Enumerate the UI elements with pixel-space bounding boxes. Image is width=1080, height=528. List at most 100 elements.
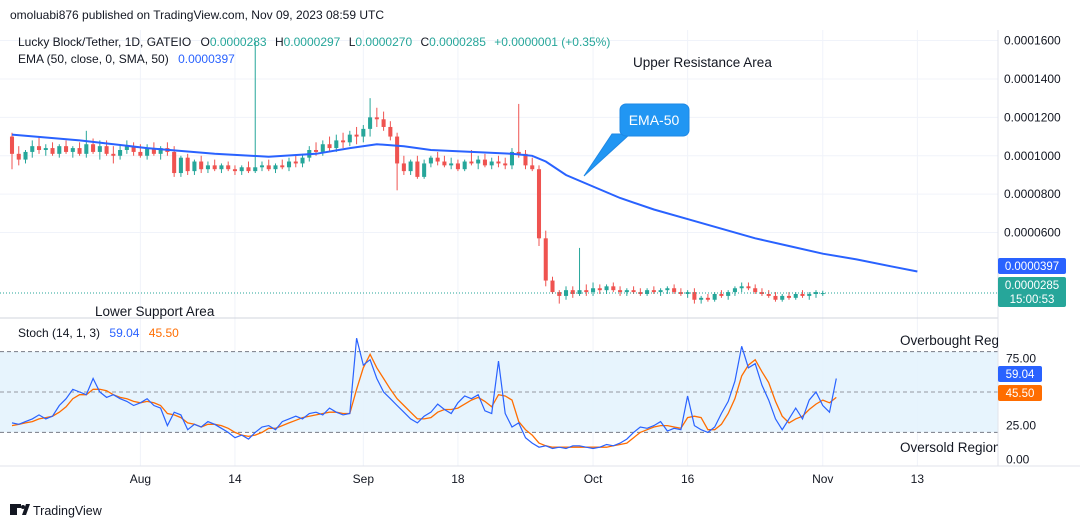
candle-body bbox=[570, 290, 575, 294]
candle-body bbox=[374, 117, 379, 120]
stoch-d-badge-text: 45.50 bbox=[1006, 388, 1035, 400]
candle-body bbox=[64, 146, 69, 152]
candle bbox=[185, 153, 190, 175]
ema-legend-label[interactable]: EMA (50, close, 0, SMA, 50) bbox=[18, 52, 169, 66]
candle bbox=[759, 288, 764, 296]
candle-body bbox=[496, 161, 501, 164]
candle bbox=[374, 107, 379, 127]
legend-line: Lucky Block/Tether, 1D, GATEIO O0.000028… bbox=[18, 35, 610, 49]
candle-body bbox=[807, 294, 812, 296]
candle bbox=[678, 288, 683, 296]
candle-body bbox=[469, 161, 474, 164]
ema-legend-value: 0.0000397 bbox=[178, 52, 235, 66]
candle-body bbox=[401, 163, 406, 172]
candles bbox=[9, 40, 825, 304]
candle-body bbox=[712, 294, 717, 300]
candle bbox=[604, 284, 609, 294]
candle bbox=[124, 140, 129, 154]
candle bbox=[712, 292, 717, 302]
candle-body bbox=[50, 148, 55, 154]
ema-line bbox=[11, 133, 918, 273]
candle bbox=[739, 282, 744, 293]
candle bbox=[618, 286, 623, 296]
candle bbox=[293, 155, 298, 168]
stoch-d-badge: 45.50 bbox=[998, 385, 1042, 401]
candle-body bbox=[550, 280, 555, 293]
candle bbox=[672, 284, 677, 294]
candle bbox=[354, 126, 359, 145]
change-value: +0.0000001 (+0.35%) bbox=[494, 35, 610, 49]
candle bbox=[482, 153, 487, 168]
candle-body bbox=[705, 297, 710, 300]
candle bbox=[658, 288, 663, 296]
stoch-d-line bbox=[11, 352, 837, 448]
candle bbox=[719, 290, 724, 298]
stoch-tick-label: 75.00 bbox=[1006, 351, 1036, 365]
candle bbox=[36, 136, 42, 154]
stoch-label-clip: Overbought Region Oversold Region bbox=[900, 333, 998, 455]
candle-body bbox=[314, 150, 319, 152]
candle bbox=[415, 155, 420, 179]
candle-body bbox=[361, 128, 366, 137]
candle bbox=[395, 132, 400, 191]
candle-body bbox=[253, 167, 258, 172]
candle bbox=[286, 157, 292, 172]
candle-body bbox=[239, 167, 244, 172]
candle-body bbox=[97, 146, 102, 152]
candle bbox=[455, 159, 460, 172]
candle-body bbox=[192, 161, 197, 172]
candle-body bbox=[726, 292, 731, 296]
candle bbox=[327, 136, 332, 152]
candle-body bbox=[16, 153, 21, 160]
candle-body bbox=[36, 146, 42, 150]
candle-body bbox=[381, 119, 386, 127]
candle bbox=[219, 163, 224, 174]
symbol-name[interactable]: Lucky Block/Tether, 1D, GATEIO bbox=[18, 35, 191, 49]
callout-text: EMA-50 bbox=[629, 112, 680, 128]
low-value: 0.0000270 bbox=[355, 35, 412, 49]
candle-body bbox=[624, 290, 629, 293]
candle bbox=[813, 290, 819, 298]
candle bbox=[624, 288, 629, 296]
candle-body bbox=[651, 290, 656, 293]
candle bbox=[192, 159, 197, 175]
candle-body bbox=[212, 165, 217, 170]
stoch-legend-label[interactable]: Stoch (14, 1, 3) bbox=[18, 326, 100, 340]
candle-body bbox=[672, 288, 677, 293]
candle-body bbox=[300, 157, 305, 164]
candle-body bbox=[591, 288, 596, 293]
candle-body bbox=[753, 288, 758, 293]
candle-body bbox=[449, 163, 454, 166]
candle-body bbox=[692, 292, 697, 300]
close-badge-bg bbox=[998, 277, 1066, 307]
publisher-line: omoluabi876 published on TradingView.com… bbox=[10, 8, 384, 22]
candle-body bbox=[428, 157, 433, 164]
candle-body bbox=[557, 292, 562, 296]
candle-body bbox=[631, 290, 636, 293]
close-value: 0.0000285 bbox=[429, 35, 486, 49]
candle bbox=[239, 165, 244, 175]
candle bbox=[118, 144, 123, 160]
candle bbox=[30, 140, 35, 158]
candle bbox=[786, 292, 792, 300]
candle-body bbox=[57, 146, 62, 154]
candle-body bbox=[678, 292, 683, 294]
stoch-k-line bbox=[11, 338, 837, 450]
tradingview-logo[interactable]: TradingView bbox=[10, 504, 103, 518]
stoch-k-badge-text: 59.04 bbox=[1006, 369, 1035, 381]
candle bbox=[807, 292, 812, 300]
candle-body bbox=[77, 148, 82, 154]
candle bbox=[611, 282, 616, 293]
candle bbox=[543, 230, 548, 287]
candle bbox=[16, 146, 21, 166]
candle bbox=[496, 155, 501, 168]
price-tick-label: 0.0001400 bbox=[1004, 72, 1061, 86]
low-label: L bbox=[349, 35, 356, 49]
candle bbox=[9, 132, 15, 170]
candle bbox=[259, 161, 265, 172]
candle-body bbox=[408, 161, 413, 172]
candle-body bbox=[199, 161, 204, 170]
candle bbox=[131, 142, 136, 156]
candle-body bbox=[388, 126, 393, 137]
candle-body bbox=[30, 146, 35, 152]
